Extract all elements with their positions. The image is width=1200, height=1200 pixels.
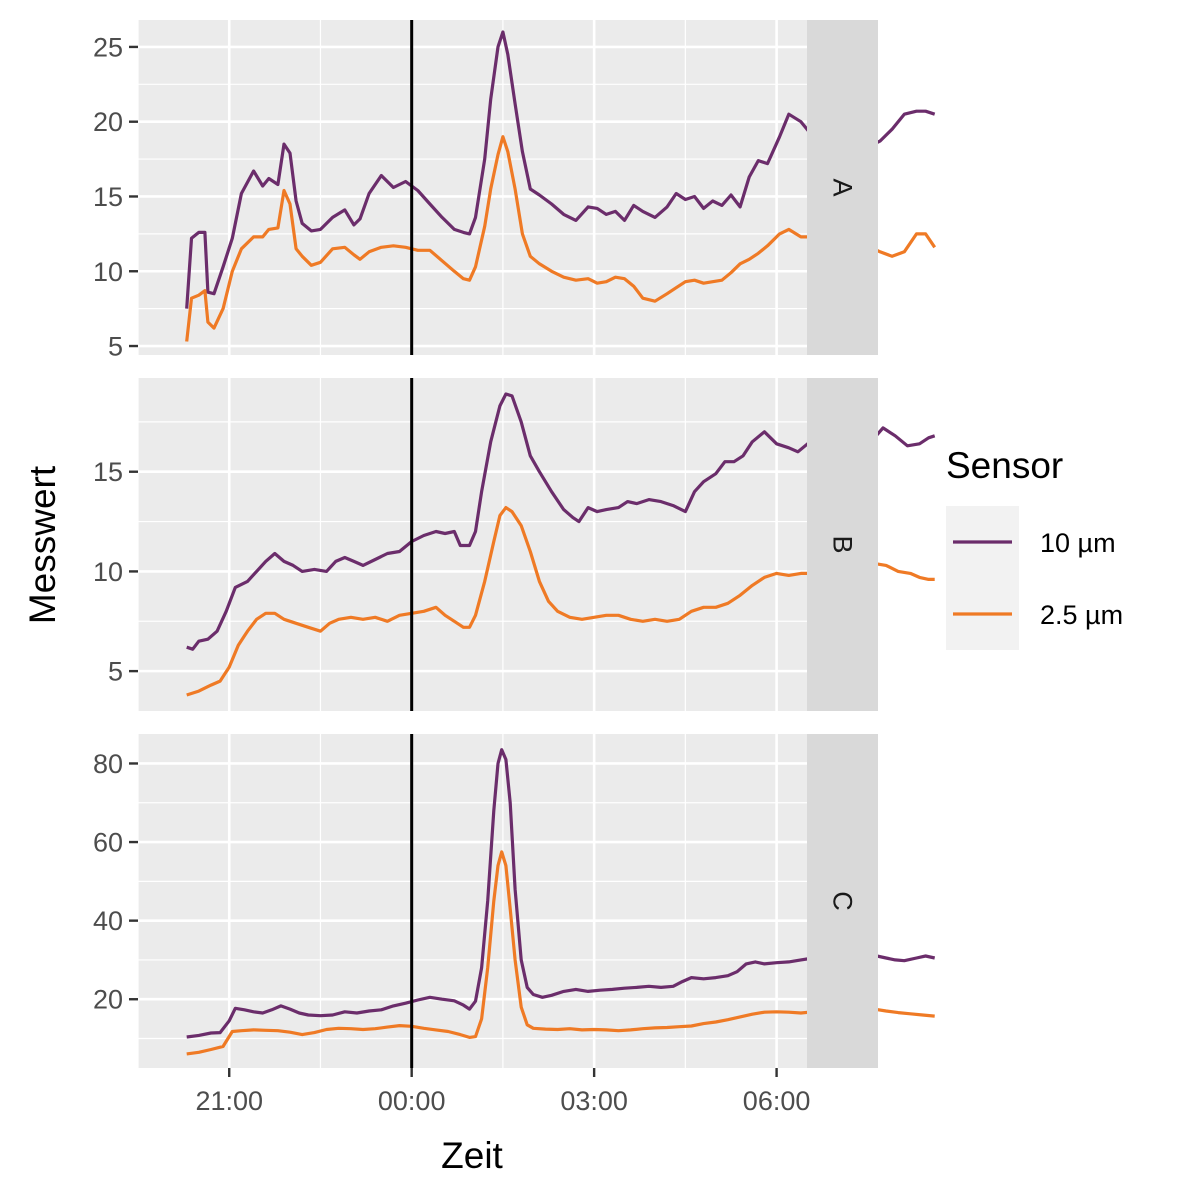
facet-strip bbox=[807, 378, 878, 711]
y-tick-label: 10 bbox=[93, 557, 123, 587]
series-line-10um bbox=[186, 392, 936, 651]
legend-key-background bbox=[946, 506, 1019, 650]
y-axis-title: Messwert bbox=[22, 465, 63, 624]
series-line-2-5um bbox=[186, 506, 935, 697]
facet-panel-c: 20 40 60 80 C bbox=[93, 734, 936, 1068]
panel-background bbox=[138, 20, 807, 355]
y-tick-label: 20 bbox=[93, 107, 123, 137]
y-tick-label: 40 bbox=[93, 906, 123, 936]
y-tick-label: 5 bbox=[108, 332, 123, 362]
facet-panel-b: 5 10 15 B bbox=[93, 378, 936, 711]
facet-panel-a: 5 10 15 20 25 A bbox=[93, 20, 937, 362]
legend: Sensor 10 µm 2.5 µm bbox=[946, 445, 1123, 650]
y-tick-label: 20 bbox=[93, 985, 123, 1015]
series-line-10um bbox=[185, 30, 936, 309]
y-tick-label: 15 bbox=[93, 457, 123, 487]
series-line-2-5um bbox=[185, 135, 937, 342]
facet-panels: 5 10 15 20 25 A 5 10 15 B 20 40 60 80 C bbox=[93, 20, 937, 1068]
legend-label: 10 µm bbox=[1040, 528, 1116, 558]
series-line-10um bbox=[186, 748, 936, 1039]
legend-title: Sensor bbox=[946, 445, 1063, 486]
y-tick-label: 15 bbox=[93, 182, 123, 212]
x-tick-label: 21:00 bbox=[195, 1086, 263, 1116]
x-tick-label: 06:00 bbox=[743, 1086, 811, 1116]
facet-strip bbox=[807, 20, 878, 355]
x-tick-label: 03:00 bbox=[560, 1086, 628, 1116]
legend-label: 2.5 µm bbox=[1040, 600, 1123, 630]
y-tick-label: 80 bbox=[93, 749, 123, 779]
y-tick-label: 10 bbox=[93, 257, 123, 287]
facet-strip-label: C bbox=[828, 891, 858, 911]
panel-background bbox=[138, 378, 807, 711]
x-tick-label: 00:00 bbox=[378, 1086, 446, 1116]
x-axis: 21:00 00:00 03:00 06:00 bbox=[195, 1068, 810, 1116]
series-line-2-5um bbox=[186, 850, 935, 1056]
y-tick-label: 25 bbox=[93, 32, 123, 62]
y-tick-label: 60 bbox=[93, 828, 123, 858]
x-axis-title: Zeit bbox=[441, 1135, 503, 1176]
facet-strip-label: B bbox=[828, 535, 858, 553]
legend-items: 10 µm 2.5 µm bbox=[953, 528, 1123, 630]
y-tick-label: 5 bbox=[108, 657, 123, 687]
facet-strip-label: A bbox=[828, 178, 858, 196]
facet-strip bbox=[807, 734, 878, 1068]
panel-background bbox=[138, 734, 807, 1068]
